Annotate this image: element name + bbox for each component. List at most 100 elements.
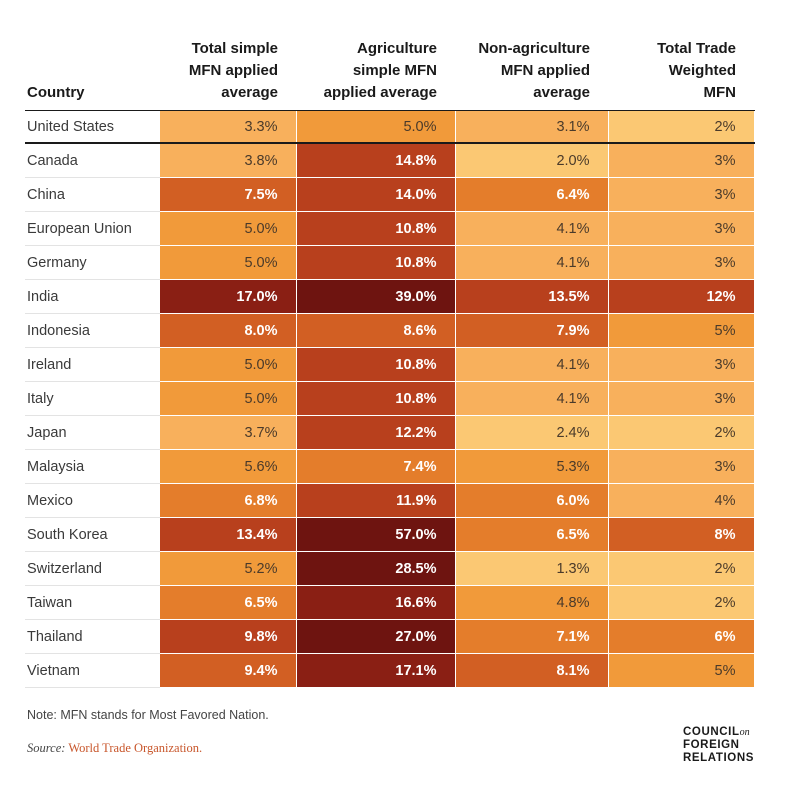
heatmap-cell: 6% bbox=[608, 619, 755, 654]
table-row: Vietnam 9.4% 17.1% 8.1% 5% bbox=[25, 653, 755, 688]
heatmap-cell: 57.0% bbox=[296, 517, 456, 552]
heatmap-cell: 5.0% bbox=[296, 110, 456, 144]
heatmap-cell: 4.8% bbox=[455, 585, 609, 620]
tariff-heatmap-table: Country Total simple MFN applied average Agr… bbox=[25, 36, 755, 688]
table-row: China 7.5% 14.0% 6.4% 3% bbox=[25, 177, 755, 212]
logo-line2: FOREIGN bbox=[683, 739, 740, 751]
heatmap-cell: 27.0% bbox=[296, 619, 456, 654]
country-label: Taiwan bbox=[25, 585, 160, 620]
table-row: Japan 3.7% 12.2% 2.4% 2% bbox=[25, 415, 755, 450]
heatmap-cell: 3% bbox=[608, 449, 755, 484]
heatmap-cell: 17.1% bbox=[296, 653, 456, 688]
heatmap-cell: 3% bbox=[608, 143, 755, 178]
country-label: Mexico bbox=[25, 483, 160, 518]
heatmap-cell: 5.0% bbox=[160, 211, 297, 246]
country-label: United States bbox=[25, 110, 160, 144]
table-row: Taiwan 6.5% 16.6% 4.8% 2% bbox=[25, 585, 755, 620]
column-header-1: Total simple MFN applied average bbox=[160, 36, 296, 111]
heatmap-cell: 5.2% bbox=[160, 551, 297, 586]
source-link[interactable]: World Trade Organization. bbox=[68, 741, 203, 755]
source-credit: Source: World Trade Organization. bbox=[27, 741, 202, 756]
heatmap-cell: 6.5% bbox=[455, 517, 609, 552]
country-label: China bbox=[25, 177, 160, 212]
heatmap-cell: 7.4% bbox=[296, 449, 456, 484]
heatmap-cell: 9.8% bbox=[160, 619, 297, 654]
heatmap-cell: 9.4% bbox=[160, 653, 297, 688]
table-header-row: Country Total simple MFN applied average Agr… bbox=[25, 36, 754, 111]
table-row: Thailand 9.8% 27.0% 7.1% 6% bbox=[25, 619, 755, 654]
country-label: Ireland bbox=[25, 347, 160, 382]
country-label: Vietnam bbox=[25, 653, 160, 688]
logo-line1: COUNCIL bbox=[683, 726, 740, 738]
heatmap-cell: 16.6% bbox=[296, 585, 456, 620]
table-row: Italy 5.0% 10.8% 4.1% 3% bbox=[25, 381, 755, 416]
heatmap-cell: 3% bbox=[608, 381, 755, 416]
table-row: Germany 5.0% 10.8% 4.1% 3% bbox=[25, 245, 755, 280]
table-row: Indonesia 8.0% 8.6% 7.9% 5% bbox=[25, 313, 755, 348]
heatmap-cell: 2% bbox=[608, 110, 755, 144]
heatmap-cell: 3% bbox=[608, 347, 755, 382]
heatmap-cell: 14.8% bbox=[296, 143, 456, 178]
heatmap-cell: 5% bbox=[608, 313, 755, 348]
heatmap-cell: 5.0% bbox=[160, 245, 297, 280]
heatmap-cell: 7.1% bbox=[455, 619, 609, 654]
country-label: Malaysia bbox=[25, 449, 160, 484]
column-header-0: Country bbox=[25, 36, 160, 111]
cfr-logo: COUNCILon FOREIGN RELATIONS bbox=[683, 726, 754, 765]
heatmap-cell: 3.7% bbox=[160, 415, 297, 450]
table-row: South Korea 13.4% 57.0% 6.5% 8% bbox=[25, 517, 755, 552]
column-header-4: Total Trade Weighted MFN bbox=[608, 36, 754, 111]
table-row: Malaysia 5.6% 7.4% 5.3% 3% bbox=[25, 449, 755, 484]
heatmap-cell: 10.8% bbox=[296, 347, 456, 382]
heatmap-cell: 1.3% bbox=[455, 551, 609, 586]
heatmap-cell: 2.4% bbox=[455, 415, 609, 450]
heatmap-cell: 6.4% bbox=[455, 177, 609, 212]
country-label: Thailand bbox=[25, 619, 160, 654]
heatmap-cell: 10.8% bbox=[296, 245, 456, 280]
heatmap-cell: 3.8% bbox=[160, 143, 297, 178]
heatmap-cell: 3% bbox=[608, 245, 755, 280]
heatmap-cell: 39.0% bbox=[296, 279, 456, 314]
country-label: Japan bbox=[25, 415, 160, 450]
heatmap-cell: 13.4% bbox=[160, 517, 297, 552]
heatmap-cell: 2.0% bbox=[455, 143, 609, 178]
table-row: European Union 5.0% 10.8% 4.1% 3% bbox=[25, 211, 755, 246]
heatmap-cell: 7.5% bbox=[160, 177, 297, 212]
heatmap-cell: 8.0% bbox=[160, 313, 297, 348]
heatmap-cell: 5.6% bbox=[160, 449, 297, 484]
table-row: Mexico 6.8% 11.9% 6.0% 4% bbox=[25, 483, 755, 518]
source-label: Source: bbox=[27, 741, 66, 755]
heatmap-cell: 2% bbox=[608, 415, 755, 450]
heatmap-cell: 28.5% bbox=[296, 551, 456, 586]
heatmap-cell: 4.1% bbox=[455, 245, 609, 280]
heatmap-cell: 8.6% bbox=[296, 313, 456, 348]
heatmap-cell: 6.0% bbox=[455, 483, 609, 518]
heatmap-cell: 5.0% bbox=[160, 381, 297, 416]
heatmap-cell: 10.8% bbox=[296, 381, 456, 416]
logo-on: on bbox=[739, 727, 750, 738]
column-header-2: Agriculture simple MFN applied average bbox=[296, 36, 455, 111]
heatmap-cell: 17.0% bbox=[160, 279, 297, 314]
table-row: India 17.0% 39.0% 13.5% 12% bbox=[25, 279, 755, 314]
table-body: United States 3.3% 5.0% 3.1% 2% Canada 3.8% 14.… bbox=[25, 110, 755, 688]
logo-line3: RELATIONS bbox=[683, 752, 754, 764]
heatmap-cell: 5% bbox=[608, 653, 755, 688]
country-label: India bbox=[25, 279, 160, 314]
country-label: South Korea bbox=[25, 517, 160, 552]
heatmap-cell: 10.8% bbox=[296, 211, 456, 246]
heatmap-cell: 12.2% bbox=[296, 415, 456, 450]
country-label: European Union bbox=[25, 211, 160, 246]
heatmap-cell: 14.0% bbox=[296, 177, 456, 212]
heatmap-cell: 4% bbox=[608, 483, 755, 518]
table-row: Switzerland 5.2% 28.5% 1.3% 2% bbox=[25, 551, 755, 586]
country-label: Germany bbox=[25, 245, 160, 280]
table-row: United States 3.3% 5.0% 3.1% 2% bbox=[25, 110, 755, 144]
heatmap-cell: 4.1% bbox=[455, 381, 609, 416]
heatmap-cell: 4.1% bbox=[455, 211, 609, 246]
heatmap-cell: 3.1% bbox=[455, 110, 609, 144]
heatmap-cell: 2% bbox=[608, 585, 755, 620]
heatmap-cell: 8.1% bbox=[455, 653, 609, 688]
heatmap-cell: 11.9% bbox=[296, 483, 456, 518]
heatmap-cell: 3.3% bbox=[160, 110, 297, 144]
table-row: Canada 3.8% 14.8% 2.0% 3% bbox=[25, 143, 755, 178]
